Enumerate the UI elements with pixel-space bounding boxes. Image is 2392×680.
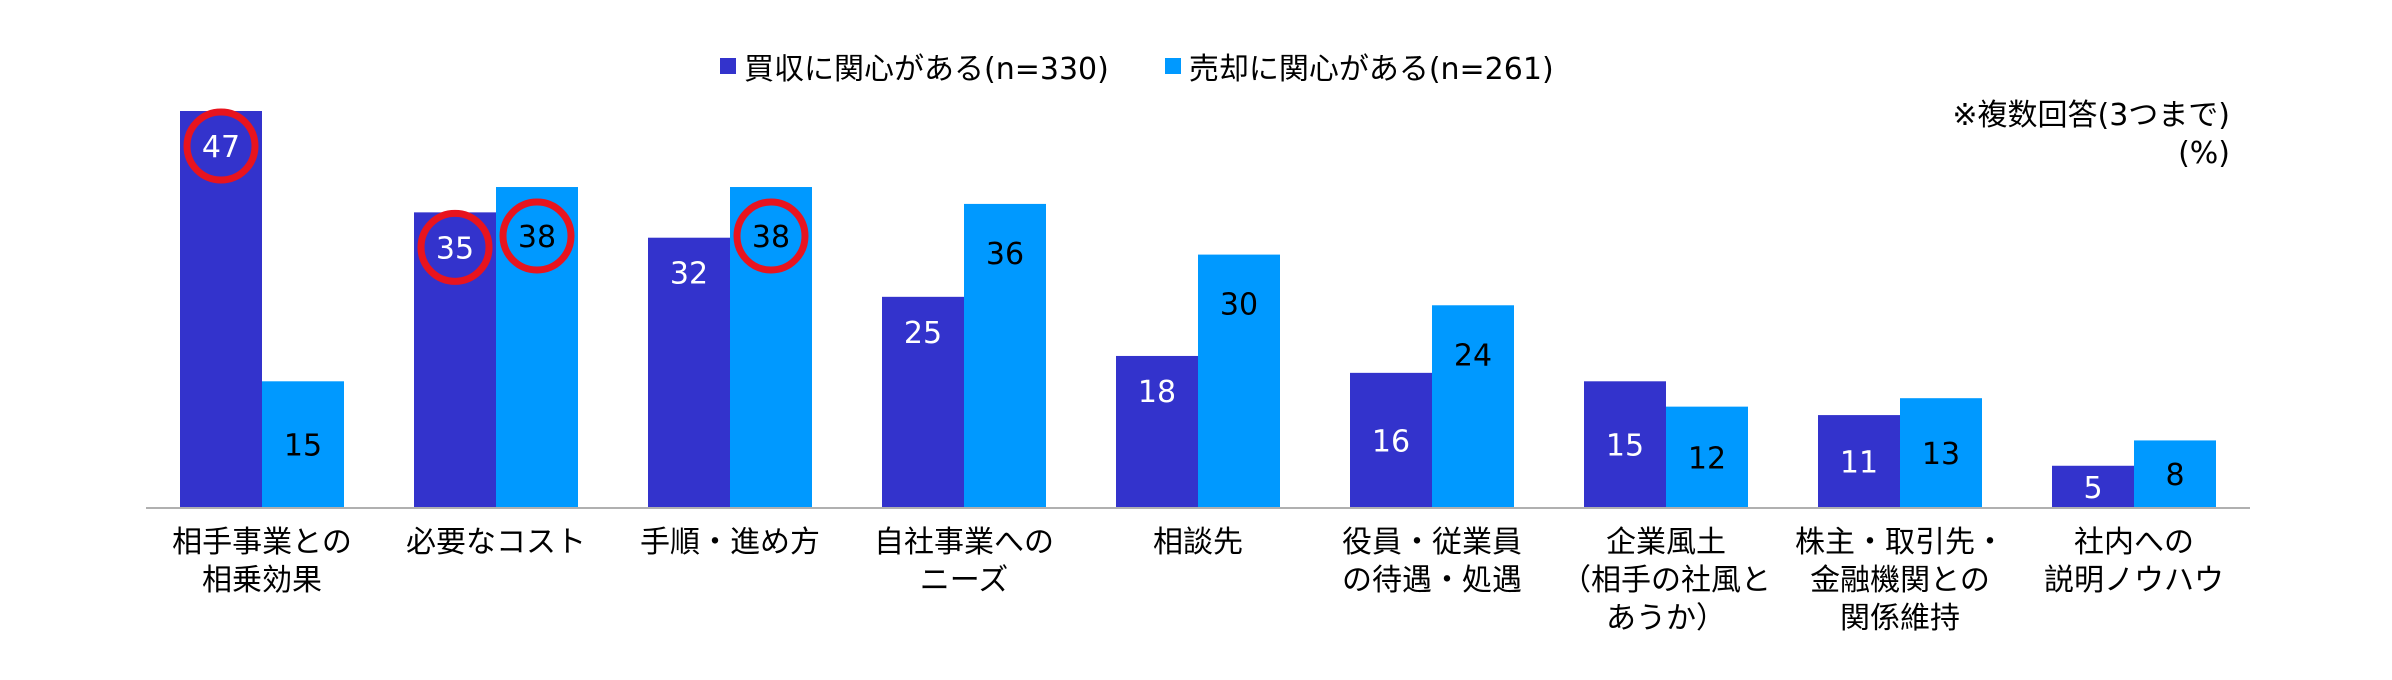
bar-s0-c0 bbox=[180, 111, 262, 508]
data-label-s1-c6: 12 bbox=[1688, 441, 1726, 476]
bar-s1-c5 bbox=[1432, 305, 1514, 508]
bar-s1-c1 bbox=[496, 187, 578, 508]
bar-s1-c0 bbox=[262, 381, 344, 508]
category-label-3: 自社事業への ニーズ bbox=[874, 525, 1054, 598]
bar-s1-c4 bbox=[1198, 254, 1280, 508]
data-label-s0-c2: 32 bbox=[670, 257, 708, 292]
legend: 買収に関心がある(n=330) 売却に関心がある(n=261) bbox=[720, 44, 1554, 88]
data-label-s0-c5: 16 bbox=[1372, 424, 1410, 459]
category-label-8: 社内への 説明ノウハウ bbox=[2044, 525, 2224, 598]
category-label-2: 手順・進め方 bbox=[640, 525, 820, 560]
category-label-1: 必要なコスト bbox=[406, 525, 586, 560]
data-label-s0-c8: 5 bbox=[2083, 471, 2102, 506]
bar-s1-c6 bbox=[1666, 406, 1748, 508]
highlight-circle-s0-c1 bbox=[417, 209, 493, 285]
legend-item-sale: 売却に関心がある(n=261) bbox=[1164, 44, 1554, 88]
bar-s0-c4 bbox=[1116, 355, 1198, 508]
data-label-s0-c6: 15 bbox=[1606, 429, 1644, 464]
bar-s1-c7 bbox=[1900, 398, 1982, 508]
data-label-s0-c7: 11 bbox=[1840, 446, 1878, 481]
data-label-s0-c4: 18 bbox=[1138, 375, 1176, 410]
data-label-s1-c2: 38 bbox=[752, 220, 790, 255]
highlight-circle-s0-c0 bbox=[183, 108, 259, 184]
data-label-s1-c4: 30 bbox=[1220, 288, 1258, 323]
highlight-circle-s1-c1 bbox=[499, 198, 575, 274]
bar-s1-c2 bbox=[730, 187, 812, 508]
category-label-0: 相手事業との 相乗効果 bbox=[172, 525, 352, 598]
legend-swatch-acquisition bbox=[720, 58, 736, 74]
bar-s0-c6 bbox=[1584, 381, 1666, 508]
legend-swatch-sale bbox=[1164, 58, 1181, 74]
bar-s1-c3 bbox=[964, 203, 1046, 508]
data-label-s0-c3: 25 bbox=[904, 316, 942, 351]
legend-item-acquisition: 買収に関心がある(n=330) bbox=[720, 44, 1109, 88]
bar-s0-c2 bbox=[648, 237, 730, 508]
data-label-s1-c0: 15 bbox=[284, 429, 322, 464]
category-label-6: 企業風土 （相手の社風と あうか） bbox=[1561, 525, 1771, 636]
bar-s0-c8 bbox=[2052, 465, 2134, 508]
highlight-circle-s1-c2 bbox=[733, 198, 809, 274]
category-label-5: 役員・従業員 の待遇・処遇 bbox=[1342, 525, 1522, 598]
data-label-s1-c8: 8 bbox=[2165, 458, 2184, 493]
legend-label-acquisition: 買収に関心がある(n=330) bbox=[744, 52, 1109, 87]
data-label-s1-c5: 24 bbox=[1454, 338, 1492, 373]
data-label-s0-c0: 47 bbox=[202, 130, 240, 165]
data-label-s0-c1: 35 bbox=[436, 231, 474, 266]
legend-label-sale: 売却に関心がある(n=261) bbox=[1188, 52, 1554, 87]
data-label-s1-c1: 38 bbox=[518, 220, 556, 255]
category-label-7: 株主・取引先・ 金融機関との 関係維持 bbox=[1795, 525, 2005, 636]
data-label-s1-c7: 13 bbox=[1922, 437, 1960, 472]
bar-s0-c7 bbox=[1818, 415, 1900, 508]
category-label-4: 相談先 bbox=[1153, 525, 1243, 560]
data-label-s1-c3: 36 bbox=[986, 237, 1024, 272]
bar-s0-c5 bbox=[1350, 372, 1432, 508]
multiple-answer-note: ※複数回答(3つまで) bbox=[1952, 98, 2230, 133]
bar-s0-c3 bbox=[882, 296, 964, 508]
bar-s1-c8 bbox=[2134, 440, 2216, 508]
unit-label: (%) bbox=[2178, 136, 2230, 171]
